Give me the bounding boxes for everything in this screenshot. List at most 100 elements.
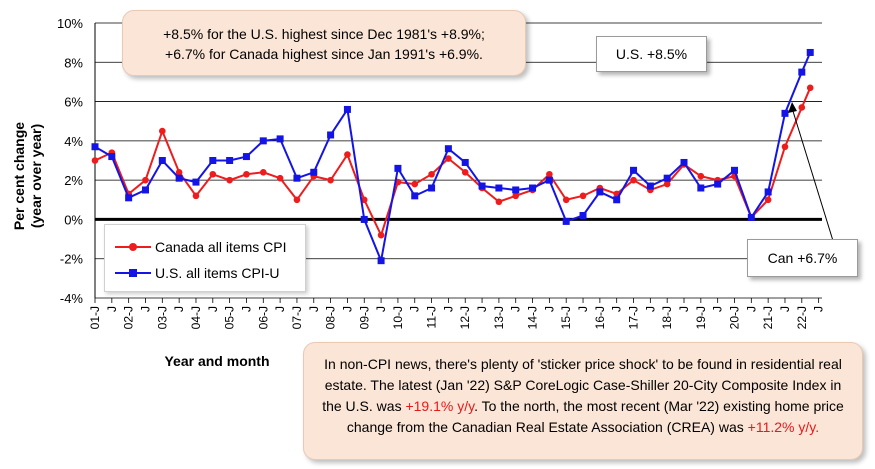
data-point-canada — [663, 180, 671, 188]
data-point-canada — [697, 172, 705, 180]
x-tick-label: J — [239, 306, 253, 312]
data-point-us — [730, 166, 738, 174]
data-point-us — [579, 212, 587, 219]
arrow-line — [791, 107, 835, 245]
canada-value-tag: Can +6.7% — [747, 239, 858, 277]
data-point-us — [646, 182, 654, 190]
data-point-canada — [562, 196, 570, 204]
data-point-us — [192, 178, 200, 186]
data-point-us — [242, 153, 250, 161]
x-tick-label: 11-J — [425, 306, 439, 328]
data-point-canada — [159, 127, 166, 135]
y-tick-label: 2% — [64, 173, 83, 188]
x-tick-label: J — [711, 306, 725, 312]
data-point-us — [226, 157, 234, 164]
x-tick-label: J — [610, 306, 624, 312]
data-point-us — [630, 166, 638, 174]
data-point-us — [428, 184, 436, 192]
data-point-us — [310, 168, 318, 176]
legend-label-canada: Canada all items CPI — [155, 239, 287, 255]
data-point-us — [141, 186, 149, 194]
x-tick-label: 13-J — [492, 306, 506, 329]
x-tick-label: 21-J — [761, 306, 775, 329]
data-point-canada — [579, 192, 587, 200]
data-point-us — [293, 174, 301, 182]
y-tick-label: -2% — [60, 252, 84, 267]
x-tick-label: 16-J — [593, 306, 607, 329]
bottom-callout: In non-CPI news, there's plenty of 'stic… — [303, 342, 863, 460]
data-point-us — [806, 48, 814, 56]
data-point-canada — [764, 196, 772, 204]
data-point-us — [125, 194, 133, 202]
data-point-us — [596, 188, 604, 196]
x-tick-label: J — [273, 306, 287, 312]
bottom-callout-highlight2: +11.2% y/y. — [747, 419, 820, 435]
data-point-us — [697, 184, 705, 192]
data-point-us — [327, 131, 335, 139]
x-tick-label: J — [138, 306, 152, 312]
data-point-canada — [344, 151, 351, 158]
bottom-callout-highlight1: +19.1% y/y — [405, 398, 475, 414]
data-point-canada — [226, 176, 233, 184]
data-point-us — [714, 180, 722, 188]
x-tick-label: J — [475, 306, 489, 312]
data-point-canada — [461, 168, 469, 176]
data-point-us — [259, 137, 267, 145]
y-tick-label: 6% — [64, 95, 83, 110]
data-point-us — [461, 158, 469, 166]
data-point-canada — [259, 168, 267, 176]
x-tick-label: J — [307, 306, 321, 312]
bottom-callout-text1: In non-CPI news, there's plenty of 'stic… — [322, 356, 842, 414]
data-point-us — [478, 182, 486, 190]
x-tick-label: 17-J — [627, 306, 641, 329]
data-point-us — [209, 157, 217, 164]
bottom-callout-text2: . To the north, the most recent (Mar '22… — [346, 398, 844, 435]
top-callout-line2: +6.7% for Canada highest since Jan 1991'… — [165, 46, 483, 62]
data-point-us — [91, 143, 99, 151]
data-point-canada — [209, 170, 217, 178]
us-value-tag: U.S. +8.5% — [596, 36, 707, 72]
series-canada — [91, 84, 814, 239]
data-point-canada — [512, 192, 520, 200]
data-point-us — [562, 217, 570, 225]
data-point-canada — [798, 104, 806, 111]
data-point-us — [764, 188, 772, 196]
x-tick-label: J — [677, 306, 691, 312]
data-point-us — [108, 153, 116, 161]
circle-marker-icon — [115, 243, 151, 251]
x-tick-label: 22-J — [795, 306, 809, 329]
y-axis-label: Per cent change — [11, 122, 27, 230]
x-tick-label: J — [812, 306, 826, 312]
y-axis-label-line2: (year over year) — [28, 124, 44, 228]
chart-legend: Canada all items CPI U.S. all items CPI-… — [104, 224, 306, 292]
data-point-us — [495, 184, 503, 192]
data-point-canada — [243, 170, 250, 178]
data-point-canada — [276, 174, 284, 182]
data-point-canada — [327, 176, 334, 184]
data-point-canada — [781, 143, 789, 151]
x-tick-label: 03-J — [155, 306, 169, 329]
data-point-us — [343, 105, 351, 113]
data-point-canada — [411, 180, 419, 188]
data-point-us — [276, 135, 284, 143]
data-point-canada — [428, 170, 435, 178]
data-point-us — [613, 196, 621, 204]
x-tick-label: J — [374, 306, 388, 312]
data-point-us — [798, 68, 806, 76]
data-point-us — [444, 145, 452, 153]
y-tick-label: -4% — [60, 291, 84, 306]
x-tick-label: J — [778, 306, 792, 312]
data-point-canada — [91, 157, 99, 164]
x-tick-label: J — [744, 306, 758, 312]
data-point-canada — [192, 192, 200, 200]
x-tick-label: 04-J — [189, 306, 203, 329]
data-point-us — [175, 174, 183, 182]
data-point-canada — [377, 231, 385, 239]
top-callout: +8.5% for the U.S. highest since Dec 198… — [122, 10, 526, 76]
data-point-canada — [806, 84, 814, 92]
x-tick-label: 08-J — [324, 306, 338, 329]
y-tick-labels: -4% -2% 0% 2% 4% 6% 8% 10% — [57, 16, 83, 306]
x-tick-label: 15-J — [559, 306, 573, 329]
data-point-us — [512, 186, 520, 194]
